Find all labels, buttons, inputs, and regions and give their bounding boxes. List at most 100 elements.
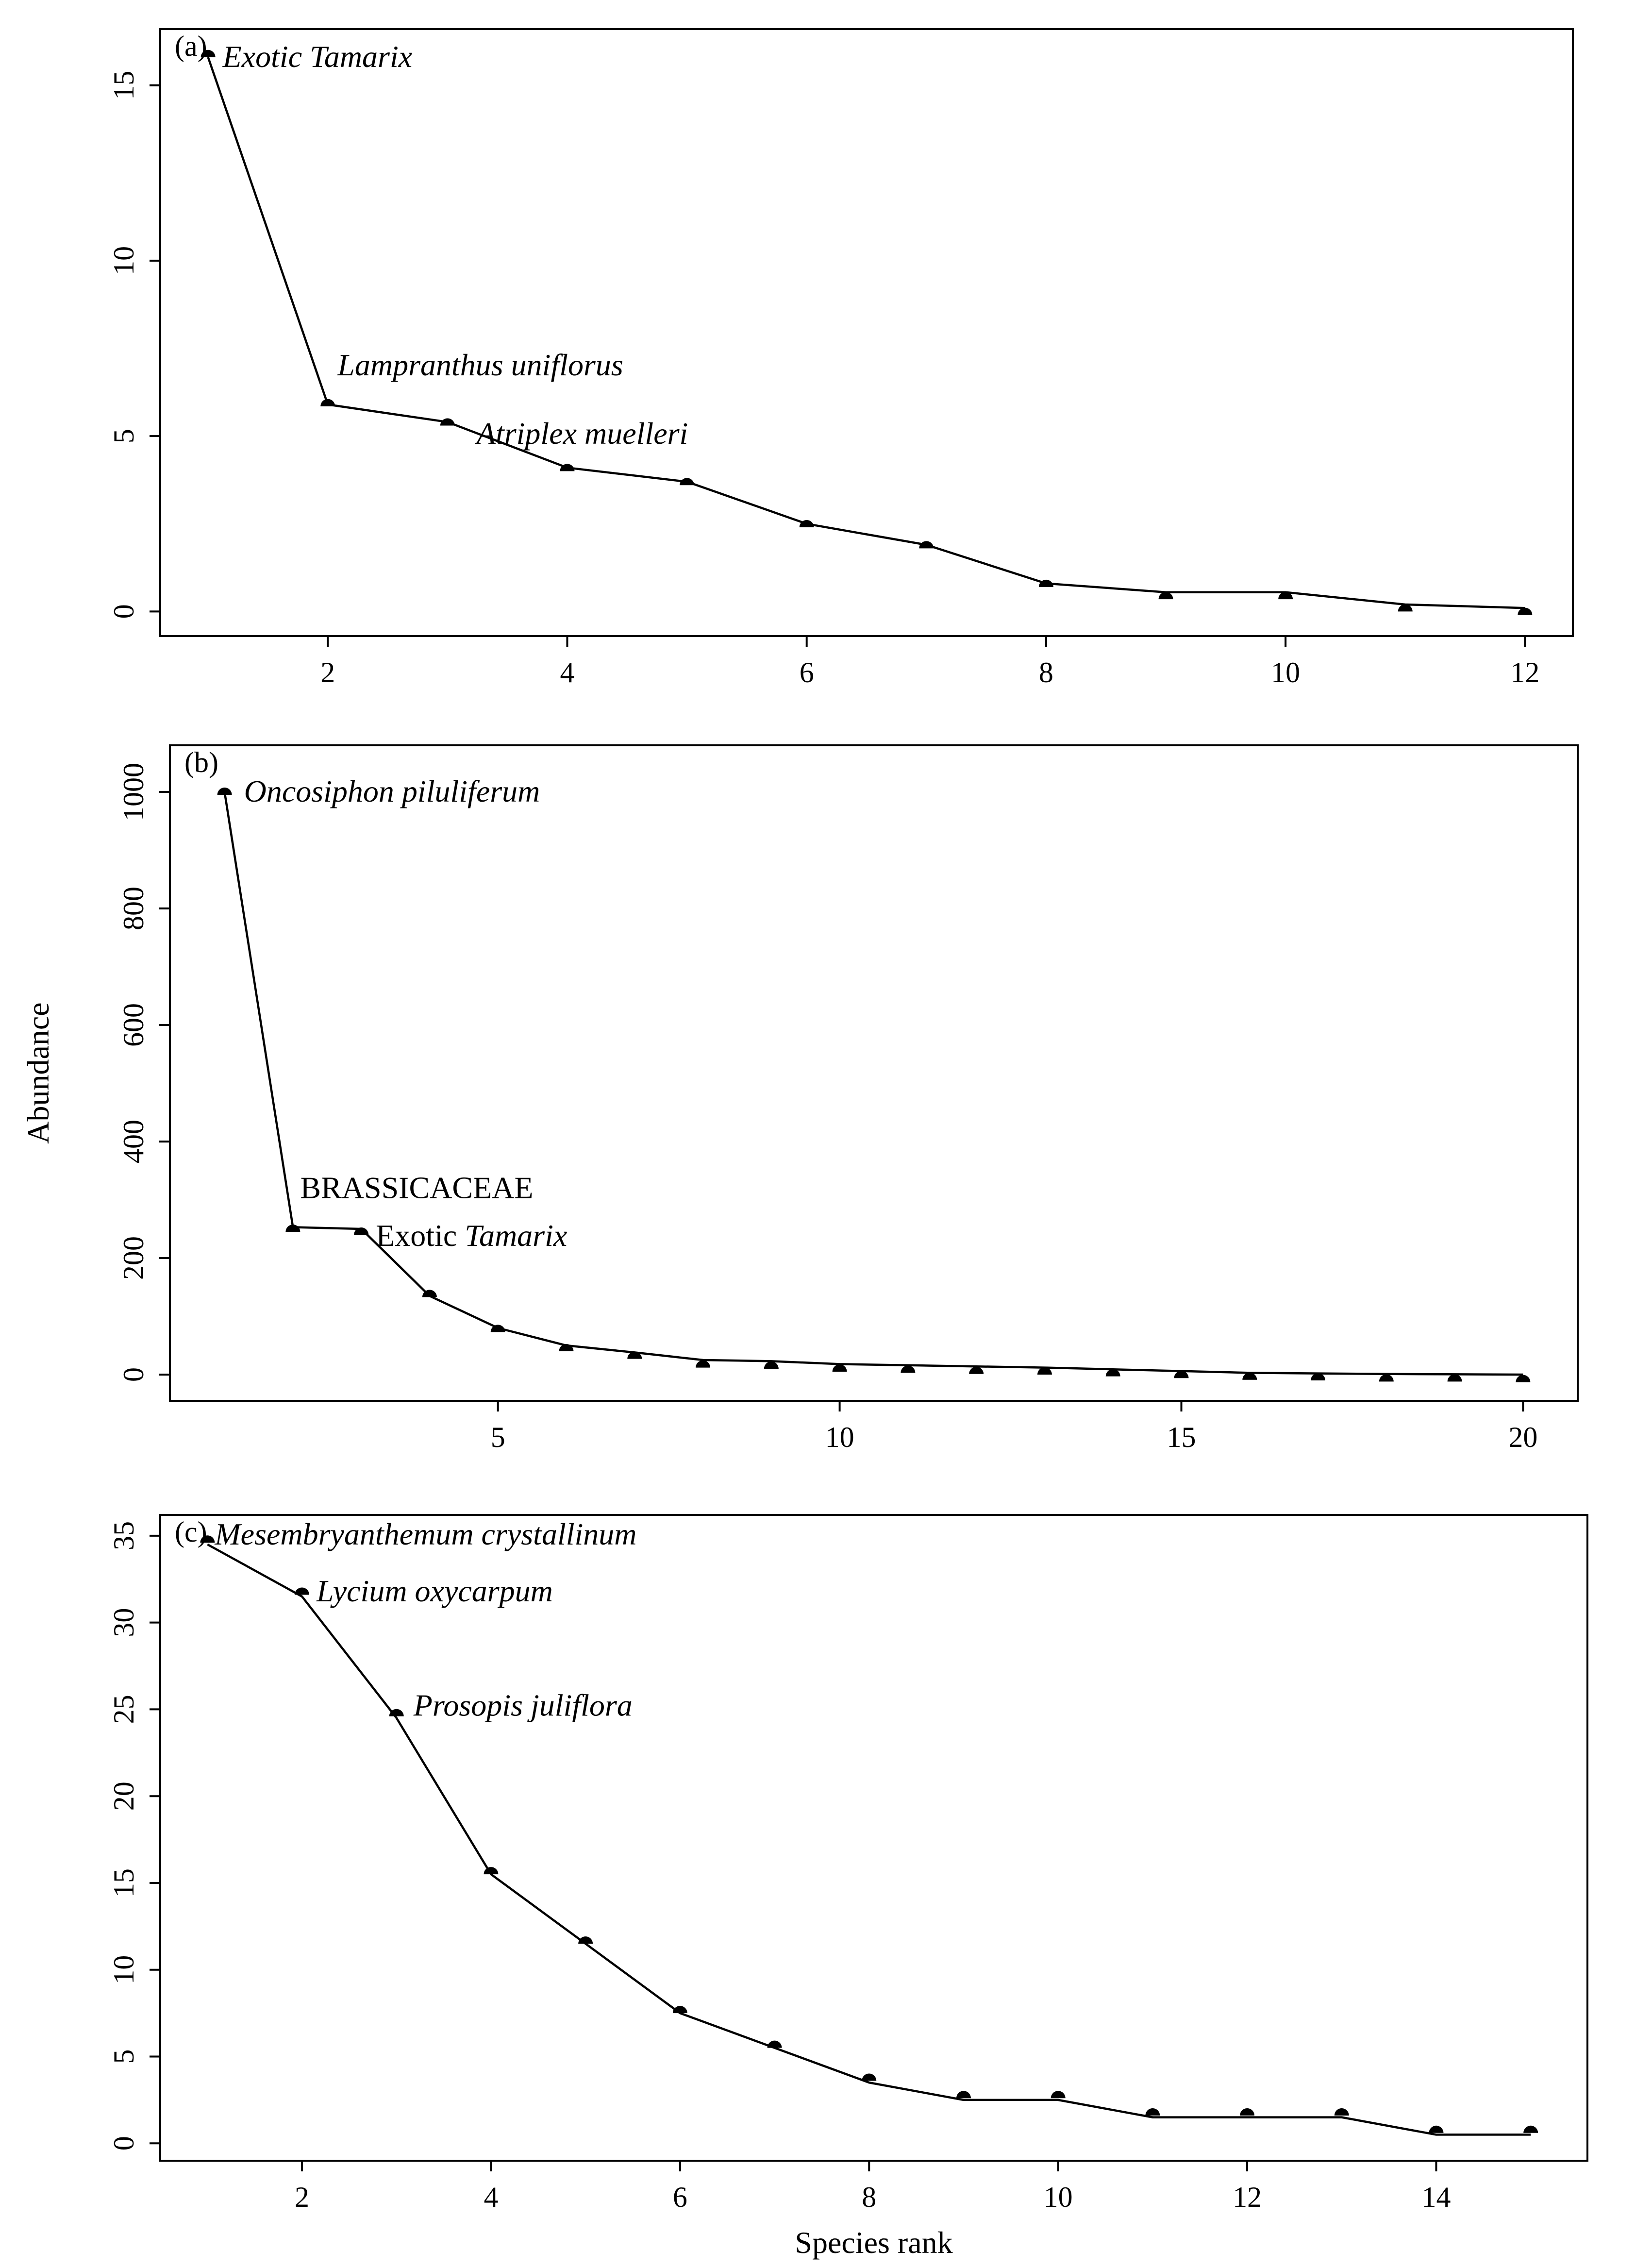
x-tick-label: 6 bbox=[673, 2181, 687, 2213]
data-point bbox=[799, 520, 814, 528]
x-axis-title: Species rank bbox=[795, 2225, 952, 2260]
data-point bbox=[1523, 2125, 1538, 2133]
y-tick-label: 800 bbox=[117, 887, 150, 930]
data-point bbox=[422, 1290, 437, 1297]
species-label: Oncosiphon piluliferum bbox=[244, 774, 540, 808]
x-tick-label: 14 bbox=[1421, 2181, 1451, 2213]
species-label: Mesembryanthemum crystallinum bbox=[214, 1517, 636, 1551]
y-tick-label: 5 bbox=[108, 2049, 140, 2064]
data-point bbox=[200, 50, 216, 57]
data-point bbox=[696, 1360, 711, 1368]
data-point bbox=[969, 1366, 984, 1374]
y-tick-label: 20 bbox=[108, 1781, 140, 1811]
species-label-part: BRASSICACEAE bbox=[300, 1170, 533, 1205]
data-point bbox=[389, 1709, 404, 1716]
series-line bbox=[223, 791, 1523, 1376]
data-point bbox=[1174, 1371, 1189, 1378]
y-tick-label: 10 bbox=[108, 246, 140, 275]
data-point bbox=[680, 478, 695, 486]
y-tick-label: 10 bbox=[108, 1955, 140, 1984]
data-point bbox=[1518, 607, 1533, 615]
plot-frame bbox=[159, 1514, 1588, 2162]
data-point bbox=[1398, 604, 1413, 612]
data-point bbox=[1158, 592, 1173, 600]
data-point bbox=[1311, 1373, 1326, 1380]
species-label-part: Mesembryanthemum crystallinum bbox=[214, 1517, 636, 1551]
data-point bbox=[354, 1227, 369, 1235]
data-point bbox=[764, 1361, 779, 1369]
species-label-part: Lampranthus uniflorus bbox=[337, 348, 623, 382]
species-label-part: Lycium oxycarpum bbox=[316, 1574, 553, 1608]
data-point bbox=[200, 1535, 215, 1543]
x-tick-label: 5 bbox=[491, 1421, 505, 1453]
data-point bbox=[672, 2006, 687, 2014]
data-point bbox=[440, 418, 455, 426]
data-point bbox=[1379, 1374, 1394, 1382]
x-tick-label: 10 bbox=[1271, 656, 1300, 689]
panel-label: (b) bbox=[184, 746, 218, 778]
data-point bbox=[832, 1364, 847, 1372]
data-point bbox=[901, 1365, 916, 1373]
species-label: Exotic Tamarix bbox=[376, 1218, 567, 1253]
x-tick-label: 12 bbox=[1233, 2181, 1262, 2213]
y-tick-label: 0 bbox=[108, 604, 140, 619]
panel-label: (a) bbox=[175, 30, 207, 62]
x-tick-label: 20 bbox=[1508, 1421, 1537, 1453]
x-tick-label: 4 bbox=[484, 2181, 498, 2213]
x-tick-label: 4 bbox=[560, 656, 574, 689]
y-tick-label: 30 bbox=[108, 1608, 140, 1637]
species-label-part: Atriplex muelleri bbox=[475, 416, 688, 451]
data-point bbox=[1105, 1369, 1120, 1377]
y-tick-label: 0 bbox=[117, 1367, 150, 1382]
species-label: BRASSICACEAE bbox=[300, 1170, 533, 1205]
species-label-part: Tamarix bbox=[465, 1218, 567, 1253]
x-tick-label: 8 bbox=[1039, 656, 1053, 689]
series-line bbox=[207, 57, 1525, 609]
species-label-part: Exotic Tamarix bbox=[222, 39, 412, 74]
data-point bbox=[484, 1867, 499, 1875]
data-point bbox=[862, 2073, 877, 2081]
x-tick-label: 10 bbox=[1044, 2181, 1073, 2213]
data-point bbox=[1516, 1375, 1531, 1382]
y-tick-label: 400 bbox=[117, 1120, 150, 1163]
data-point bbox=[1051, 2091, 1066, 2099]
plot-frame bbox=[159, 28, 1574, 637]
y-tick-label: 1000 bbox=[117, 763, 150, 821]
data-point bbox=[1038, 579, 1053, 587]
x-tick-label: 10 bbox=[825, 1421, 854, 1453]
species-label: Prosopis juliflora bbox=[413, 1688, 633, 1722]
species-label: Lampranthus uniflorus bbox=[337, 348, 623, 382]
data-point bbox=[1145, 2108, 1160, 2116]
y-tick-label: 15 bbox=[108, 1868, 140, 1898]
y-tick-label: 0 bbox=[108, 2136, 140, 2150]
species-label: Lycium oxycarpum bbox=[316, 1574, 553, 1608]
data-point bbox=[919, 541, 934, 549]
y-axis-title: Abundance bbox=[21, 1002, 55, 1143]
y-tick-label: 25 bbox=[108, 1695, 140, 1724]
species-label: Atriplex muelleri bbox=[475, 416, 688, 451]
plot-frame bbox=[169, 744, 1579, 1402]
data-point bbox=[320, 399, 335, 406]
y-tick-label: 15 bbox=[108, 71, 140, 100]
data-point bbox=[559, 1344, 574, 1351]
data-point bbox=[1429, 2125, 1444, 2133]
panel-c: 2 4 6 8 10 12 14 0 5 10 15 20 25 30 35 (c) Mesembryanthe… bbox=[108, 1514, 1588, 2260]
y-tick-label: 600 bbox=[117, 1003, 150, 1047]
species-label-part: Prosopis juliflora bbox=[413, 1688, 633, 1722]
y-tick-label: 200 bbox=[117, 1236, 150, 1280]
data-point bbox=[578, 1936, 593, 1944]
series-line bbox=[207, 1543, 1531, 2136]
x-tick-label: 2 bbox=[320, 656, 335, 689]
y-tick-label: 5 bbox=[108, 429, 140, 443]
data-point bbox=[1278, 592, 1293, 600]
species-label-part: Oncosiphon piluliferum bbox=[244, 774, 540, 808]
data-point bbox=[560, 464, 575, 471]
data-point bbox=[217, 788, 232, 795]
y-tick-label: 35 bbox=[108, 1521, 140, 1550]
data-point bbox=[956, 2091, 971, 2099]
data-point bbox=[490, 1325, 505, 1332]
data-point bbox=[285, 1225, 300, 1232]
panel-a: 2 4 6 8 10 12 0 5 10 15 (a) Exotic Tamarix Lampranth… bbox=[108, 28, 1574, 689]
